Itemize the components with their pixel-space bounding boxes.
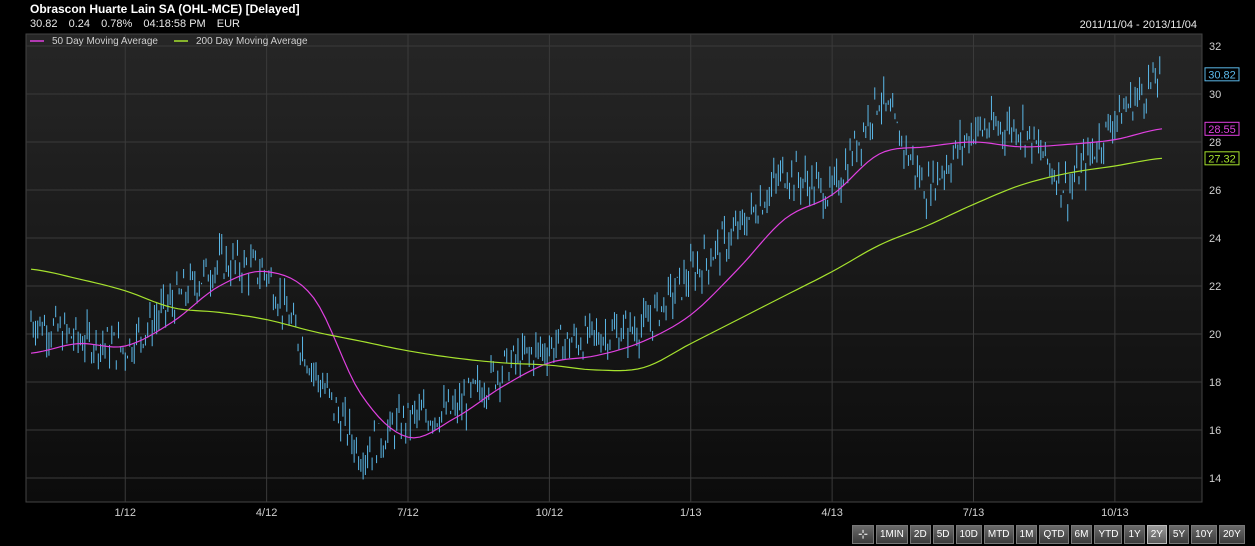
range-button-6m[interactable]: 6M [1070,525,1093,544]
x-tick-label: 1/12 [115,507,136,519]
range-button-qtd[interactable]: QTD [1039,525,1069,544]
x-tick-label: 1/13 [680,507,701,519]
y-tick-label: 16 [1209,425,1221,437]
price-change: 0.24 [68,18,91,30]
quote-time: 04:18:58 PM [143,18,206,30]
legend-ma200-label: 200 Day Moving Average [196,36,308,47]
y-tick-label: 14 [1209,473,1221,485]
range-button-2y[interactable]: 2Y [1146,525,1167,544]
y-tick-label: 28 [1209,137,1221,149]
quote-row: 30.82 0.24 0.78% 04:18:58 PM EUR [30,18,248,30]
currency: EUR [216,18,241,30]
price-change-pct: 0.78% [101,18,133,30]
badge-price-box [1204,67,1240,82]
zoom-icon[interactable]: ⊹ [852,525,874,544]
y-tick-label: 32 [1209,41,1221,53]
ma200-line [30,157,1163,372]
range-button-1y[interactable]: 1Y [1124,525,1145,544]
chart-title: Obrascon Huarte Lain SA (OHL-MCE) [Delay… [30,2,300,16]
y-tick-label: 30 [1209,89,1221,101]
badge-ma200-box [1204,151,1240,166]
y-tick-label: 20 [1209,329,1221,341]
range-toolbar: ⊹ 1MIN 2D 5D 10D MTD 1M QTD 6M YTD 1Y 2Y 5Y 10Y 20Y [852,525,1245,544]
date-range: 2011/11/04 - 2013/11/04 [1079,19,1197,31]
range-button-10d[interactable]: 10D [955,525,982,544]
x-tick-label: 10/13 [1101,507,1129,519]
badge-ma50-box [1204,121,1240,136]
range-button-ytd[interactable]: YTD [1094,525,1123,544]
x-tick-label: 4/13 [821,507,842,519]
y-tick-label: 24 [1209,233,1221,245]
y-tick-label: 22 [1209,281,1221,293]
range-button-2d[interactable]: 2D [909,525,931,544]
badge-ma200: 27.32 [1208,153,1236,165]
plot-area [25,33,1203,503]
range-button-1m[interactable]: 1M [1015,525,1038,544]
range-button-1min[interactable]: 1MIN [876,525,908,544]
badge-ma50: 28.55 [1208,124,1236,136]
last-price: 30.82 [30,18,58,30]
y-tick-label: 18 [1209,377,1221,389]
y-tick-label: 26 [1209,185,1221,197]
x-tick-label: 4/12 [256,507,277,519]
badge-price: 30.82 [1208,69,1236,81]
ma50-line [30,128,1163,439]
x-tick-label: 7/13 [963,507,984,519]
price-series [30,56,1161,480]
x-tick-label: 10/12 [536,507,564,519]
range-button-20y[interactable]: 20Y [1218,525,1245,544]
x-tick-label: 7/12 [397,507,418,519]
legend-ma50-label: 50 Day Moving Average [52,36,158,47]
range-button-5d[interactable]: 5D [932,525,954,544]
range-button-10y[interactable]: 10Y [1191,525,1217,544]
range-button-mtd[interactable]: MTD [983,525,1014,544]
range-button-5y[interactable]: 5Y [1168,525,1190,544]
